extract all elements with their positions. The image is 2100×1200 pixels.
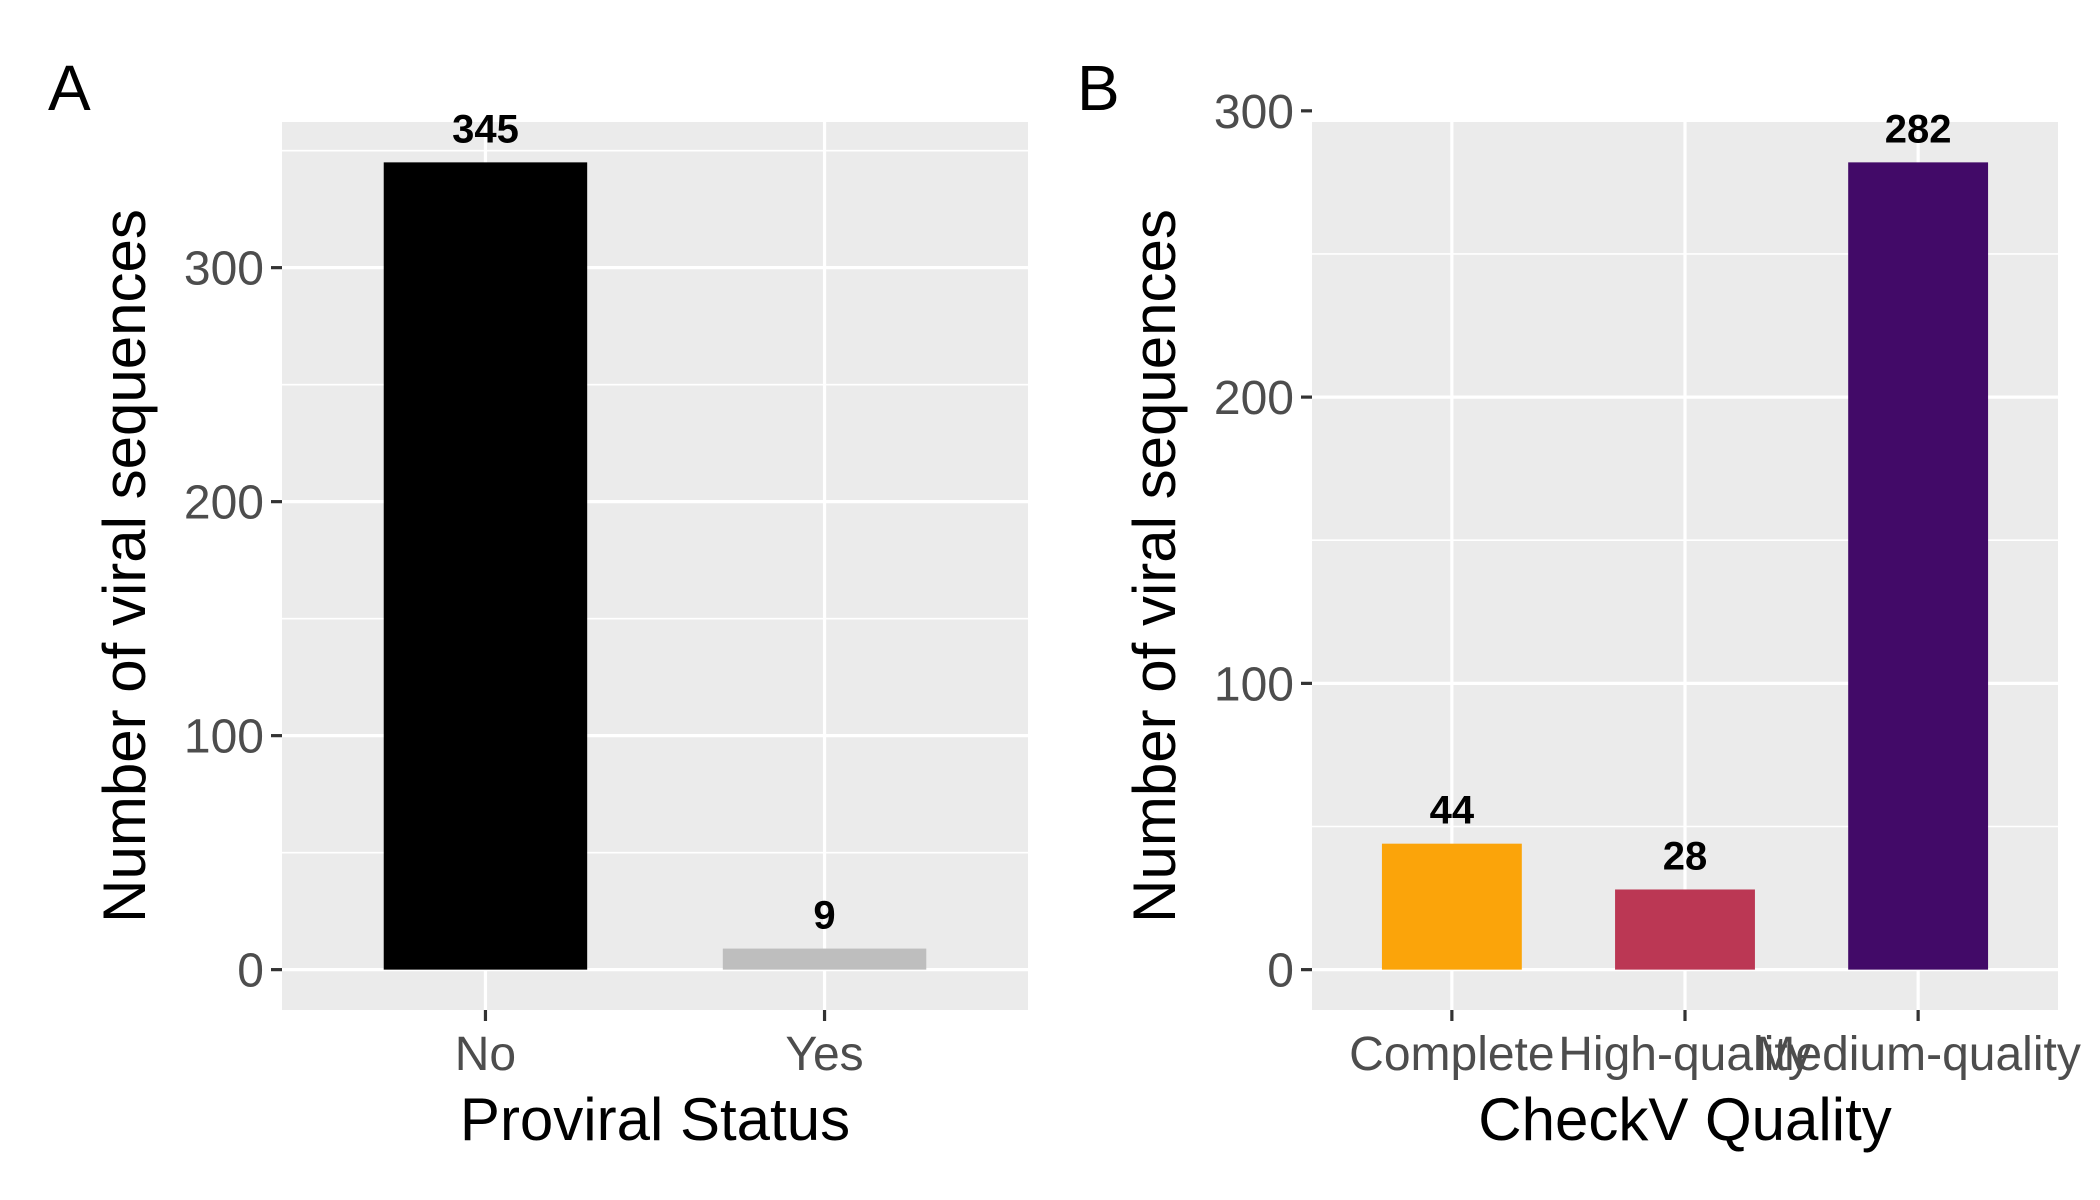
bar-complete <box>1381 843 1522 970</box>
bar-value-label: 44 <box>1430 789 1475 833</box>
y-axis-title: Number of viral sequences <box>1121 209 1188 923</box>
x-tick-label: High-quality <box>1558 1028 1811 1081</box>
gridlines <box>1312 109 2058 1010</box>
bar-value-label: 345 <box>452 107 519 151</box>
bar-medium-quality <box>1848 162 1989 970</box>
panel-label: B <box>1077 52 1120 124</box>
y-tick-label: 100 <box>1214 658 1294 711</box>
x-axis-title: CheckV Quality <box>1478 1086 1892 1153</box>
data-labels: 44 28 282 <box>1430 107 1952 878</box>
y-tick-label: 200 <box>1214 372 1294 425</box>
y-tick-label: 100 <box>184 711 264 764</box>
y-tick-label: 300 <box>1214 86 1294 139</box>
bar-yes <box>722 948 927 970</box>
bars <box>383 162 927 970</box>
y-tick-label: 200 <box>184 477 264 530</box>
bar-high-quality <box>1615 889 1755 970</box>
x-tick-label: Yes <box>785 1028 863 1081</box>
panel-a: A 345 9 0 100 200 300 No Yes Number of viral s… <box>48 52 1028 1153</box>
y-tick-label: 300 <box>184 243 264 296</box>
bars <box>1381 162 1989 970</box>
y-tick-label: 0 <box>237 945 264 998</box>
x-tick-label: No <box>455 1028 516 1081</box>
axis-ticks: 0 100 200 300 No Yes <box>184 243 864 1081</box>
bar-value-label: 28 <box>1663 834 1708 878</box>
bar-value-label: 9 <box>813 894 835 938</box>
x-axis-title: Proviral Status <box>460 1086 850 1153</box>
y-tick-label: 0 <box>1267 945 1294 998</box>
data-labels: 345 9 <box>452 107 836 937</box>
axis-ticks: 0 100 200 300 Complete High-qualityMedium-qua… <box>1214 86 2081 1081</box>
y-axis-title: Number of viral sequences <box>91 209 158 923</box>
x-tick-label: Complete <box>1349 1028 1554 1081</box>
bar-no <box>383 162 588 970</box>
bar-value-label: 282 <box>1885 107 1952 151</box>
panel-b: B 44 28 282 0 100 200 300 Complete High-quality… <box>1077 52 2081 1153</box>
x-tick-label: Medium-quality <box>1755 1028 2080 1081</box>
panel-label: A <box>48 52 91 124</box>
